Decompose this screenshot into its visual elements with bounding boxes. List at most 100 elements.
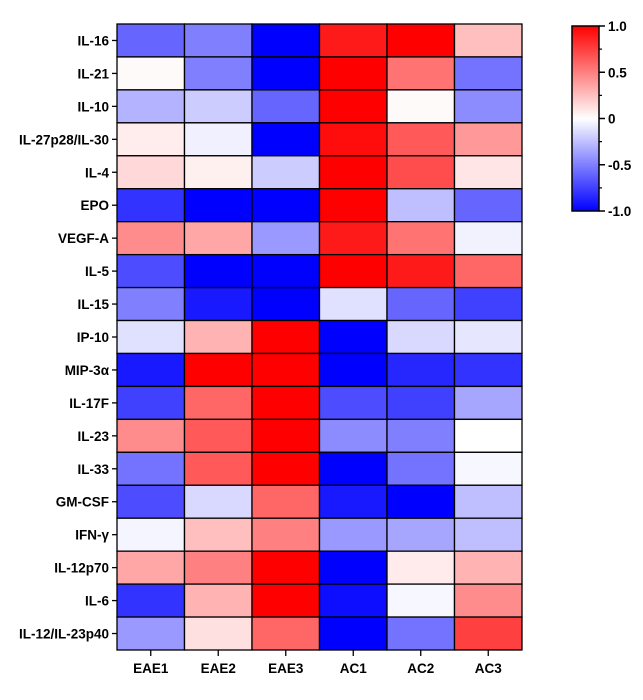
column-label: AC2 [407, 661, 434, 676]
heatmap-cell-IL-23-EAE3 [251, 418, 321, 453]
heatmap-cell-IP-10-AC3 [453, 319, 523, 355]
heatmap-cell-IL-5-AC3 [453, 253, 523, 289]
row-label: VEGF-A [58, 231, 109, 246]
heatmap-cell-VEGF-A-EAE2 [183, 221, 253, 256]
heatmap-cell-IL-10-AC3 [453, 89, 523, 124]
row-labels: IL-16 IL-21 IL-10 IL-27p28/IL-30 IL-4 EPO VEGF… [19, 33, 117, 642]
row-label: IL-10 [77, 99, 109, 114]
heatmap-cell-IFN-γ-EAE2 [183, 517, 253, 552]
heatmap-cell-IFN-γ-AC1 [318, 517, 388, 552]
heatmap-cell-IL-33-EAE2 [183, 451, 253, 486]
heatmap-cell-IL-27p28/IL-30-AC1 [318, 122, 388, 157]
heatmap-cell-IL-4-AC2 [386, 155, 456, 190]
heatmap-cell-IL-12/IL-23p40-EAE2 [183, 616, 253, 651]
heatmap-cell-IL-6-AC2 [386, 583, 456, 618]
heatmap-cell-IL-17F-EAE3 [251, 385, 321, 421]
heatmap-cell-IL-17F-EAE2 [183, 385, 253, 421]
row-label: IL-23 [77, 429, 109, 444]
heatmap-cell-IL-16-AC2 [386, 23, 456, 58]
heatmap-cell-IL-5-EAE3 [251, 253, 321, 289]
heatmap-cell-IL-17F-EAE1 [116, 385, 186, 421]
heatmap-cell-IL-15-AC3 [453, 286, 523, 322]
heatmap-cell-IFN-γ-AC3 [453, 517, 523, 552]
heatmap-cell-IL-23-EAE1 [116, 418, 186, 453]
row-label: IFN-γ [75, 528, 109, 543]
color-scale-tick-label: -1.0 [608, 204, 631, 219]
heatmap-cell-IL-15-AC1 [318, 286, 388, 322]
column-label: EAE3 [268, 661, 304, 676]
row-label: IL-15 [77, 297, 109, 312]
heatmap-cell-EPO-EAE3 [251, 188, 321, 223]
heatmap-cell-MIP-3α-EAE2 [183, 352, 253, 388]
color-scale-legend: 1.0 0.5 0 -0.5 -1.0 [571, 19, 632, 219]
heatmap-cell-MIP-3α-EAE1 [116, 352, 186, 388]
heatmap-cell-VEGF-A-EAE3 [251, 221, 321, 256]
heatmap-cell-IL-12p70-AC2 [386, 550, 456, 585]
color-scale-tick-label: 0 [608, 112, 616, 127]
heatmap-cell-IP-10-EAE3 [251, 319, 321, 355]
heatmap-cell-IL-12/IL-23p40-AC3 [453, 616, 523, 651]
heatmap-cell-MIP-3α-AC2 [386, 352, 456, 388]
row-label: IL-4 [85, 165, 109, 180]
row-label: IL-6 [85, 594, 109, 609]
heatmap-cell-GM-CSF-EAE1 [116, 484, 186, 519]
heatmap-cell-IL-27p28/IL-30-EAE3 [251, 122, 321, 157]
color-scale-tick-label: -0.5 [608, 158, 632, 173]
heatmap-cell-IL-33-AC3 [453, 451, 523, 486]
column-label: EAE1 [133, 661, 169, 676]
heatmap-cell-GM-CSF-AC1 [318, 484, 388, 519]
heatmap-cell-IL-4-EAE1 [116, 155, 186, 190]
heatmap-cell-IL-33-AC2 [386, 451, 456, 486]
heatmap-cell-IL-33-EAE1 [116, 451, 186, 486]
heatmap-cell-IL-27p28/IL-30-EAE2 [183, 122, 253, 157]
heatmap-cell-IL-16-AC1 [318, 23, 388, 58]
row-label: IL-27p28/IL-30 [19, 132, 109, 147]
row-label: IL-16 [77, 33, 109, 48]
heatmap-cell-IL-16-EAE3 [251, 23, 321, 58]
heatmap-cell-IP-10-EAE2 [183, 319, 253, 355]
heatmap-cell-IL-17F-AC2 [386, 385, 456, 421]
heatmap-cell-IL-10-EAE3 [251, 89, 321, 124]
heatmap-cell-IL-5-AC1 [318, 253, 388, 289]
heatmap-cells [116, 23, 523, 651]
heatmap-cell-IL-16-AC3 [453, 23, 523, 58]
heatmap-cell-IL-5-AC2 [386, 253, 456, 289]
column-label: AC3 [475, 661, 502, 676]
heatmap-cell-IL-33-EAE3 [251, 451, 321, 486]
row-label: MIP-3α [65, 363, 110, 378]
heatmap-cell-MIP-3α-AC1 [318, 352, 388, 388]
heatmap-cell-EPO-EAE1 [116, 188, 186, 223]
heatmap-cell-IL-6-AC3 [453, 583, 523, 618]
row-label: IL-12/IL-23p40 [19, 627, 109, 642]
heatmap-cell-IL-6-AC1 [318, 583, 388, 618]
heatmap-cell-IL-15-EAE2 [183, 286, 253, 322]
heatmap-cell-IP-10-EAE1 [116, 319, 186, 355]
heatmap-cell-IL-12/IL-23p40-AC2 [386, 616, 456, 651]
color-scale-tick-label: 1.0 [608, 19, 627, 34]
heatmap-cell-IL-10-AC1 [318, 89, 388, 124]
column-labels: EAE1 EAE2 EAE3 AC1 AC2 AC3 [133, 650, 502, 676]
heatmap-cell-EPO-AC2 [386, 188, 456, 223]
heatmap-cell-IL-17F-AC1 [318, 385, 388, 421]
heatmap-cell-MIP-3α-EAE3 [251, 352, 321, 388]
heatmap-cell-IL-27p28/IL-30-AC2 [386, 122, 456, 157]
heatmap-cell-EPO-EAE2 [183, 188, 253, 223]
heatmap-cell-IL-5-EAE1 [116, 253, 186, 289]
heatmap-cell-IL-12/IL-23p40-EAE3 [251, 616, 321, 651]
heatmap-cell-GM-CSF-AC3 [453, 484, 523, 519]
heatmap-cell-EPO-AC1 [318, 188, 388, 223]
heatmap-cell-IL-4-EAE3 [251, 155, 321, 190]
row-label: EPO [80, 198, 109, 213]
heatmap-cell-IL-21-EAE3 [251, 56, 321, 91]
heatmap-cell-IL-27p28/IL-30-AC3 [453, 122, 523, 157]
heatmap-cell-IL-6-EAE1 [116, 583, 186, 618]
heatmap-cell-IP-10-AC1 [318, 319, 388, 355]
heatmap-cell-GM-CSF-AC2 [386, 484, 456, 519]
heatmap-cell-IL-33-AC1 [318, 451, 388, 486]
heatmap-cell-VEGF-A-EAE1 [116, 221, 186, 256]
heatmap-cell-VEGF-A-AC1 [318, 221, 388, 256]
heatmap-cell-MIP-3α-AC3 [453, 352, 523, 388]
row-label: GM-CSF [56, 495, 109, 510]
row-label: IL-17F [69, 396, 109, 411]
